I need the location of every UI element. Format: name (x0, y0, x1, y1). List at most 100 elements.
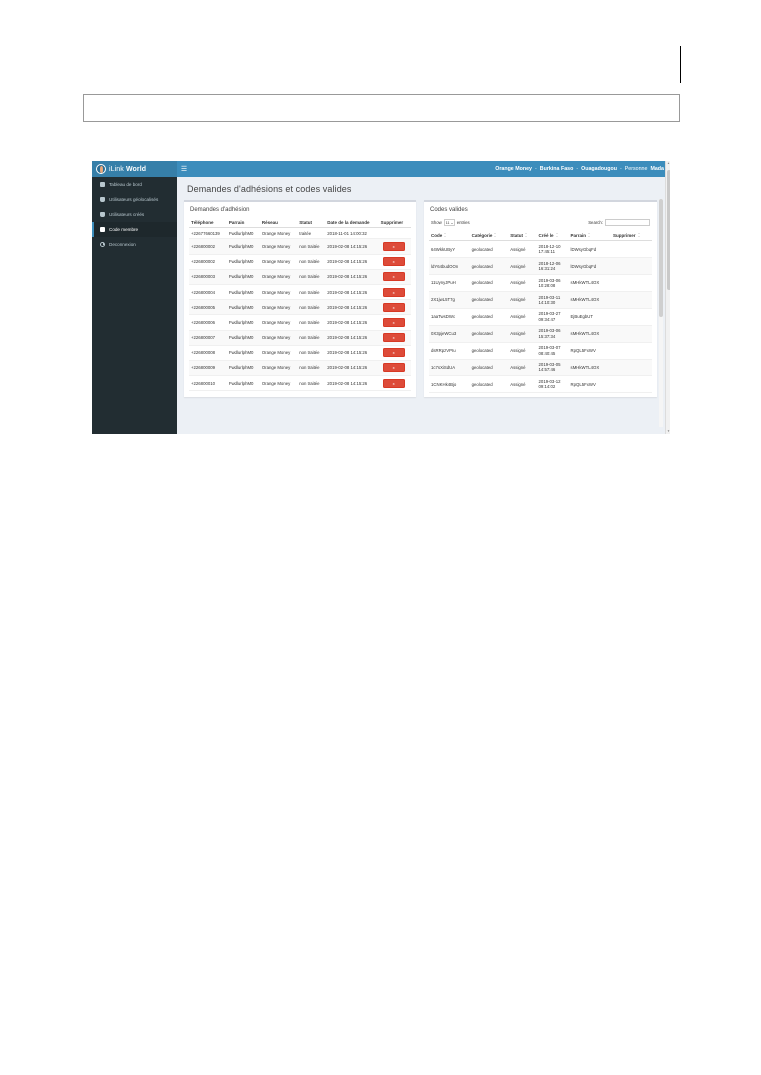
cell-categorie: geolocated (471, 297, 493, 303)
table-row: +226800010 FwdlurlphM0 Orange Money non tra… (189, 376, 411, 391)
delete-row-button[interactable]: x (382, 272, 405, 282)
delete-row-button[interactable]: x (382, 317, 405, 327)
sort-icon (525, 233, 528, 238)
col-telephone[interactable]: Téléphone (189, 217, 227, 229)
cell-telephone: +226800002 (191, 259, 216, 265)
cell-parrain: FwdlurlphM0 (228, 289, 254, 295)
table-row: 64WkkUByY geolocated Assigné 2018-12-10 17:… (429, 241, 652, 258)
col-cree-le[interactable]: Créé le (536, 230, 569, 242)
col-label: Catégorie (471, 232, 493, 238)
scrollbar-thumb[interactable] (659, 199, 663, 317)
sidebar-item-label: Code membre (109, 227, 139, 232)
cell-cree-le: 2019-03-11 14:10:30 (538, 294, 561, 305)
cell-telephone: +226800005 (191, 304, 216, 310)
sidebar-item-label: Utilisateurs créés (109, 212, 145, 217)
delete-row-button[interactable]: x (382, 287, 405, 297)
table-row: +226800007 FwdlurlphM0 Orange Money non tra… (189, 330, 411, 346)
sort-icon (637, 233, 641, 238)
cell-supprimer: x (379, 376, 411, 391)
cell-reseau: Orange Money (261, 274, 291, 280)
cell-parrain: FwdlurlphM0 (228, 335, 254, 341)
cell-categorie: geolocated (471, 280, 493, 286)
cell-date: 2018-11-01 14:00:32 (327, 230, 367, 236)
table-row: 1c7sXiSdUA geolocated Assigné 2019-03-05 14… (429, 359, 652, 376)
cell-parrain: FwdlurlphM0 (228, 319, 254, 325)
table-header-row: Téléphone Parrain Réseau Statut Date de … (189, 217, 411, 229)
cell-telephone: +226800008 (191, 350, 216, 356)
cell-supprimer: x (379, 300, 411, 315)
col-parrain[interactable]: Parrain (226, 217, 260, 229)
table-row: 11UynyJPuH geolocated Assigné 2019-03-06 10… (429, 275, 652, 292)
cell-reseau: Orange Money (261, 380, 291, 386)
delete-row-button[interactable]: x (382, 363, 405, 373)
sidebar-item-code-membre[interactable]: Code membre (92, 222, 177, 237)
cell-supprimer (611, 359, 652, 376)
cell-cree-le: 2019-03-27 09:34:47 (538, 311, 561, 322)
sidebar: Tableau de bord Utilisateurs géolocalisé… (92, 177, 177, 434)
code-icon (100, 227, 105, 232)
cell-parrain: lDWsyGbqFd (570, 263, 597, 269)
col-date-demande[interactable]: Date de la demande (325, 217, 379, 229)
cell-supprimer (611, 258, 652, 275)
col-supprimer[interactable]: Supprimer (611, 230, 652, 242)
vertical-scrollbar[interactable]: ▲ ▼ (665, 161, 670, 434)
delete-row-button[interactable]: x (382, 302, 405, 312)
cell-code: 1c7sXiSdUA (431, 364, 456, 370)
delete-row-button[interactable]: x (382, 348, 405, 358)
cell-parrain: FwdlurlphM0 (228, 365, 254, 371)
cell-parrain: lDWsyGbqFd (570, 246, 597, 252)
delete-row-button[interactable]: x (382, 241, 405, 251)
cell-supprimer: x (379, 269, 411, 284)
page-length-select[interactable]: 11 (443, 219, 455, 226)
shield-icon (100, 197, 105, 202)
col-reseau[interactable]: Réseau (259, 217, 298, 229)
cell-parrain: sMHkWTL4OX (570, 280, 600, 286)
cell-categorie: geolocated (471, 381, 493, 387)
scroll-down-arrow-icon[interactable]: ▼ (667, 429, 670, 433)
cell-parrain: FwdlurlphM0 (228, 274, 254, 280)
sidebar-item-utilisateurs-geolocalises[interactable]: Utilisateurs géolocalisés (92, 192, 177, 207)
cell-parrain: EjBuEgbUT (570, 314, 593, 320)
search-control: Search: (588, 219, 650, 226)
sidebar-item-tableau-de-bord[interactable]: Tableau de bord (92, 177, 177, 192)
cell-date: 2019-02-08 14:15:26 (327, 380, 368, 386)
sidebar-item-label: Tableau de bord (109, 182, 142, 187)
cell-statut: non traitée (299, 274, 320, 280)
cell-date: 2019-02-08 14:15:26 (327, 304, 368, 310)
table-row: 1aaTwsDWc geolocated Assigné 2019-03-27 09:… (429, 308, 652, 326)
col-code[interactable]: Code (429, 230, 470, 242)
delete-row-button[interactable]: x (382, 378, 405, 388)
panel-inner-scrollbar[interactable] (659, 199, 663, 427)
sidebar-item-deconnexion[interactable]: Deconnexion (92, 237, 177, 252)
col-categorie[interactable]: Catégorie (469, 230, 509, 242)
sidebar-item-utilisateurs-crees[interactable]: Utilisateurs créés (92, 207, 177, 222)
delete-row-button[interactable]: x (382, 257, 405, 267)
scrollbar-thumb[interactable] (666, 170, 670, 290)
cell-cree-le: 2019-03-12 09:14:02 (538, 379, 561, 390)
cell-supprimer (611, 376, 652, 393)
cell-statut: traitée (299, 230, 312, 236)
col-statut[interactable]: Statut (508, 230, 537, 242)
cell-supprimer: x (379, 345, 411, 360)
search-input[interactable] (605, 219, 650, 226)
sidebar-item-label: Deconnexion (109, 242, 136, 247)
scroll-up-arrow-icon[interactable]: ▲ (667, 161, 670, 165)
sidebar-toggle-icon[interactable]: ☰ (180, 166, 188, 173)
delete-row-button[interactable]: x (382, 333, 405, 343)
cell-statut: non traitée (299, 335, 320, 341)
brand-logo[interactable]: iLink World (92, 161, 177, 177)
cell-cree-le: 2018-12-06 16:31:24 (538, 260, 561, 272)
col-parrain[interactable]: Parrain (568, 230, 611, 242)
demandes-table-body: +22677660139 FwdlurlphM0 Orange Money trait… (189, 228, 411, 391)
navbar-person-label: Personne (624, 166, 648, 172)
col-label: Statut (510, 232, 524, 238)
cell-categorie: geolocated (471, 348, 493, 354)
col-label: Supprimer (613, 232, 636, 238)
navbar-city: Ouagadougou (581, 166, 617, 172)
col-statut[interactable]: Statut (297, 217, 326, 229)
col-supprimer[interactable]: Supprimer (378, 217, 411, 229)
cell-statut: non traitée (299, 380, 320, 386)
cell-reseau: Orange Money (261, 350, 291, 356)
codes-table: Code Catégorie Statut Créé le Parrain Su… (429, 230, 652, 393)
cell-telephone: +226800002 (191, 243, 216, 249)
